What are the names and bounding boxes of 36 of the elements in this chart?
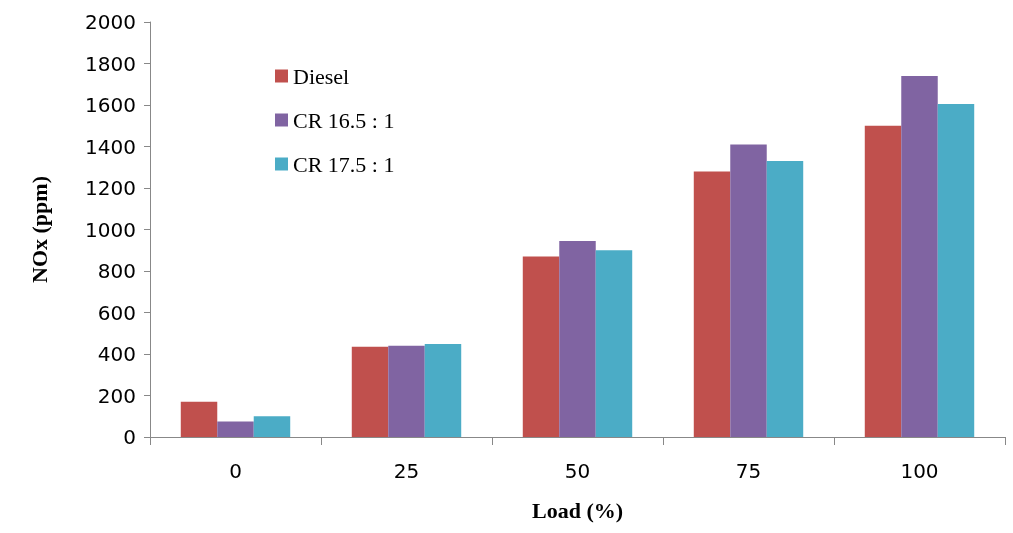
y-tick-label: 200 (97, 383, 136, 408)
bar (559, 240, 596, 437)
bar (693, 171, 731, 437)
x-tick-label: 100 (900, 459, 939, 483)
y-tick-label: 1600 (85, 93, 136, 117)
y-tick-label: 600 (97, 300, 136, 325)
y-axis-title: NOx (ppm) (26, 176, 52, 283)
bar (937, 103, 975, 437)
bar (351, 346, 389, 437)
bar (730, 144, 767, 437)
bar (388, 345, 425, 437)
bar (901, 75, 938, 437)
legend-label: CR 17.5 : 1 (293, 151, 395, 177)
legend-label: Diesel (293, 63, 350, 89)
y-tick-label: 1800 (85, 51, 136, 76)
x-tick-label: 25 (393, 459, 420, 483)
bar (217, 421, 254, 437)
x-axis-title: Load (%) (531, 497, 624, 523)
bar (522, 256, 560, 437)
y-tick-label: 0 (123, 425, 136, 449)
y-tick-label: 800 (97, 259, 136, 283)
y-tick-label: 1000 (85, 217, 136, 242)
x-tick-label: 0 (229, 459, 242, 483)
y-tick-label: 1200 (85, 176, 136, 200)
bar (424, 344, 462, 437)
y-tick-label: 1400 (85, 134, 136, 159)
y-tick-label: 2000 (85, 10, 136, 34)
x-tick-label: 75 (735, 459, 762, 483)
bar (864, 125, 902, 437)
bar (180, 401, 218, 437)
bar (766, 161, 804, 437)
x-tick-label: 50 (564, 459, 591, 483)
bar (595, 250, 633, 437)
legend-label: CR 16.5 : 1 (293, 107, 395, 133)
bar (253, 416, 291, 437)
y-tick-label: 400 (97, 342, 136, 366)
